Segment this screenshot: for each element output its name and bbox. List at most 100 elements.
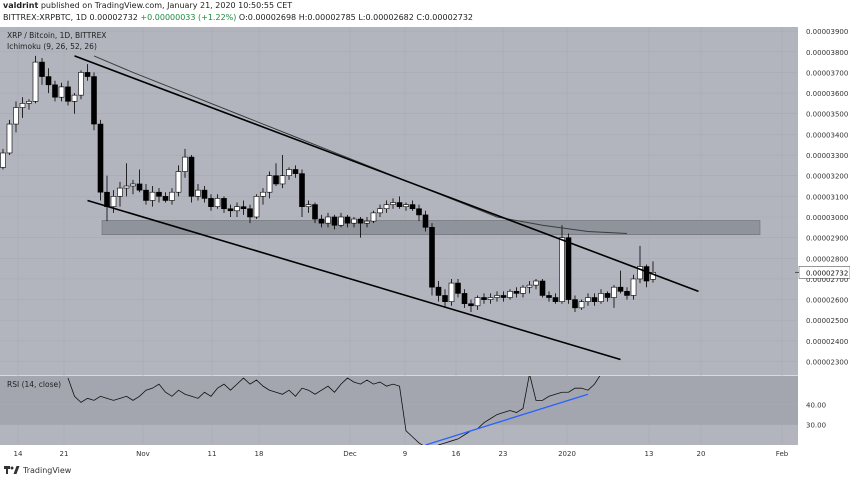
candle-body xyxy=(643,266,650,282)
price-tick-label: 0.00002800 xyxy=(806,255,848,263)
candle-body xyxy=(156,191,162,197)
candle-body xyxy=(97,123,104,193)
time-tick-label: Nov xyxy=(136,450,150,458)
candle-body xyxy=(455,282,461,294)
candle-body xyxy=(630,278,637,296)
candle-body xyxy=(221,198,227,210)
price-tick-label: 0.00002700 xyxy=(806,276,848,284)
candle-body xyxy=(188,156,195,197)
candle-body xyxy=(585,297,591,302)
candle-body xyxy=(19,103,26,108)
candle-body xyxy=(461,293,468,305)
candle-body xyxy=(435,286,442,296)
candle-body xyxy=(65,86,71,102)
candle-body xyxy=(149,191,156,201)
chart-title: XRP / Bitcoin, 1D, BITTREX xyxy=(7,31,106,40)
publish-line: valdrint published on TradingView.com, J… xyxy=(3,1,292,10)
candle-body xyxy=(331,216,338,226)
rsi-line xyxy=(67,376,601,445)
candle-body xyxy=(403,204,409,207)
lower-trendline[interactable] xyxy=(87,199,621,361)
rsi-tick-label: 30.00 xyxy=(806,422,826,430)
time-tick-label: 9 xyxy=(403,450,407,458)
price-tick-label: 0.00003800 xyxy=(806,49,848,57)
candle-body xyxy=(370,212,377,222)
header-bar: valdrint published on TradingView.com, J… xyxy=(0,0,850,27)
time-tick-label: 16 xyxy=(452,450,461,458)
candle-body xyxy=(84,72,91,77)
price-panel xyxy=(0,27,798,376)
candle-body xyxy=(429,227,435,288)
candle-body xyxy=(507,291,513,298)
candle-body xyxy=(247,208,253,218)
author-name: valdrint xyxy=(3,1,39,10)
price-tick-label: 0.00002400 xyxy=(806,338,848,346)
rsi-trendline[interactable] xyxy=(425,393,589,445)
time-tick-label: 13 xyxy=(645,450,654,458)
price-tick-label: 0.00003200 xyxy=(806,173,848,181)
candle-body xyxy=(325,216,331,224)
candle-body xyxy=(299,173,305,207)
time-tick-label: 11 xyxy=(208,450,217,458)
candle-body xyxy=(513,291,520,294)
candle-body xyxy=(533,280,539,286)
time-tick-label: 2020 xyxy=(558,450,576,458)
price-tick-label: 0.00002600 xyxy=(806,297,848,305)
upper-trendline[interactable] xyxy=(74,55,699,293)
indicator-label: Ichimoku (9, 26, 52, 26) xyxy=(7,42,97,51)
brand-text: TradingView xyxy=(23,465,72,475)
candle-body xyxy=(546,295,552,298)
candle-body xyxy=(591,297,598,302)
candle-body xyxy=(539,280,546,296)
price-tick-label: 0.00003100 xyxy=(806,193,848,201)
time-axis xyxy=(0,445,850,463)
moving-average-line xyxy=(93,55,628,235)
candle-body xyxy=(312,204,318,220)
candle-body xyxy=(13,107,19,125)
candle-body xyxy=(136,183,143,191)
candle-body xyxy=(390,202,396,205)
candle-body xyxy=(383,204,390,210)
candle-body xyxy=(617,286,624,292)
candle-body xyxy=(468,303,474,307)
candle-body xyxy=(624,291,630,296)
candle-body xyxy=(552,297,559,302)
high-value: 0.00002785 xyxy=(307,13,356,22)
candle-body xyxy=(526,284,533,288)
rsi-tick-label: 40.00 xyxy=(806,401,826,409)
brand[interactable]: TradingView xyxy=(4,465,71,475)
candle-body xyxy=(448,282,455,302)
candle-body xyxy=(32,61,39,102)
candle-body xyxy=(214,198,221,207)
candle-body xyxy=(117,187,123,197)
candle-body xyxy=(0,152,6,168)
candle-body xyxy=(344,216,351,224)
price-tick-label: 0.00003700 xyxy=(806,69,848,77)
candle-body xyxy=(338,216,344,226)
candle-body xyxy=(559,237,565,302)
candle-body xyxy=(182,156,188,172)
candle-body xyxy=(637,266,643,280)
price-tick-label: 0.00002900 xyxy=(806,235,848,243)
price-tick-label: 0.00002300 xyxy=(806,359,848,367)
candle-body xyxy=(234,206,240,212)
candle-body xyxy=(58,86,65,98)
candle-body xyxy=(364,220,370,224)
last-price-label: 0.00002732 xyxy=(806,269,848,277)
tradingview-logo-icon xyxy=(4,466,20,474)
candle-body xyxy=(520,286,526,294)
candle-body xyxy=(39,61,45,77)
candle-body xyxy=(91,76,97,125)
candle-body xyxy=(286,169,292,176)
candle-body xyxy=(357,218,364,224)
candle-body xyxy=(240,206,247,210)
candle-body xyxy=(130,183,136,187)
candle-body xyxy=(409,204,416,210)
candle-body xyxy=(104,191,110,207)
candle-body xyxy=(162,196,169,201)
candle-body xyxy=(143,189,149,201)
time-tick-label: 14 xyxy=(14,450,23,458)
candle-body xyxy=(442,295,448,302)
candle-body xyxy=(208,198,214,207)
